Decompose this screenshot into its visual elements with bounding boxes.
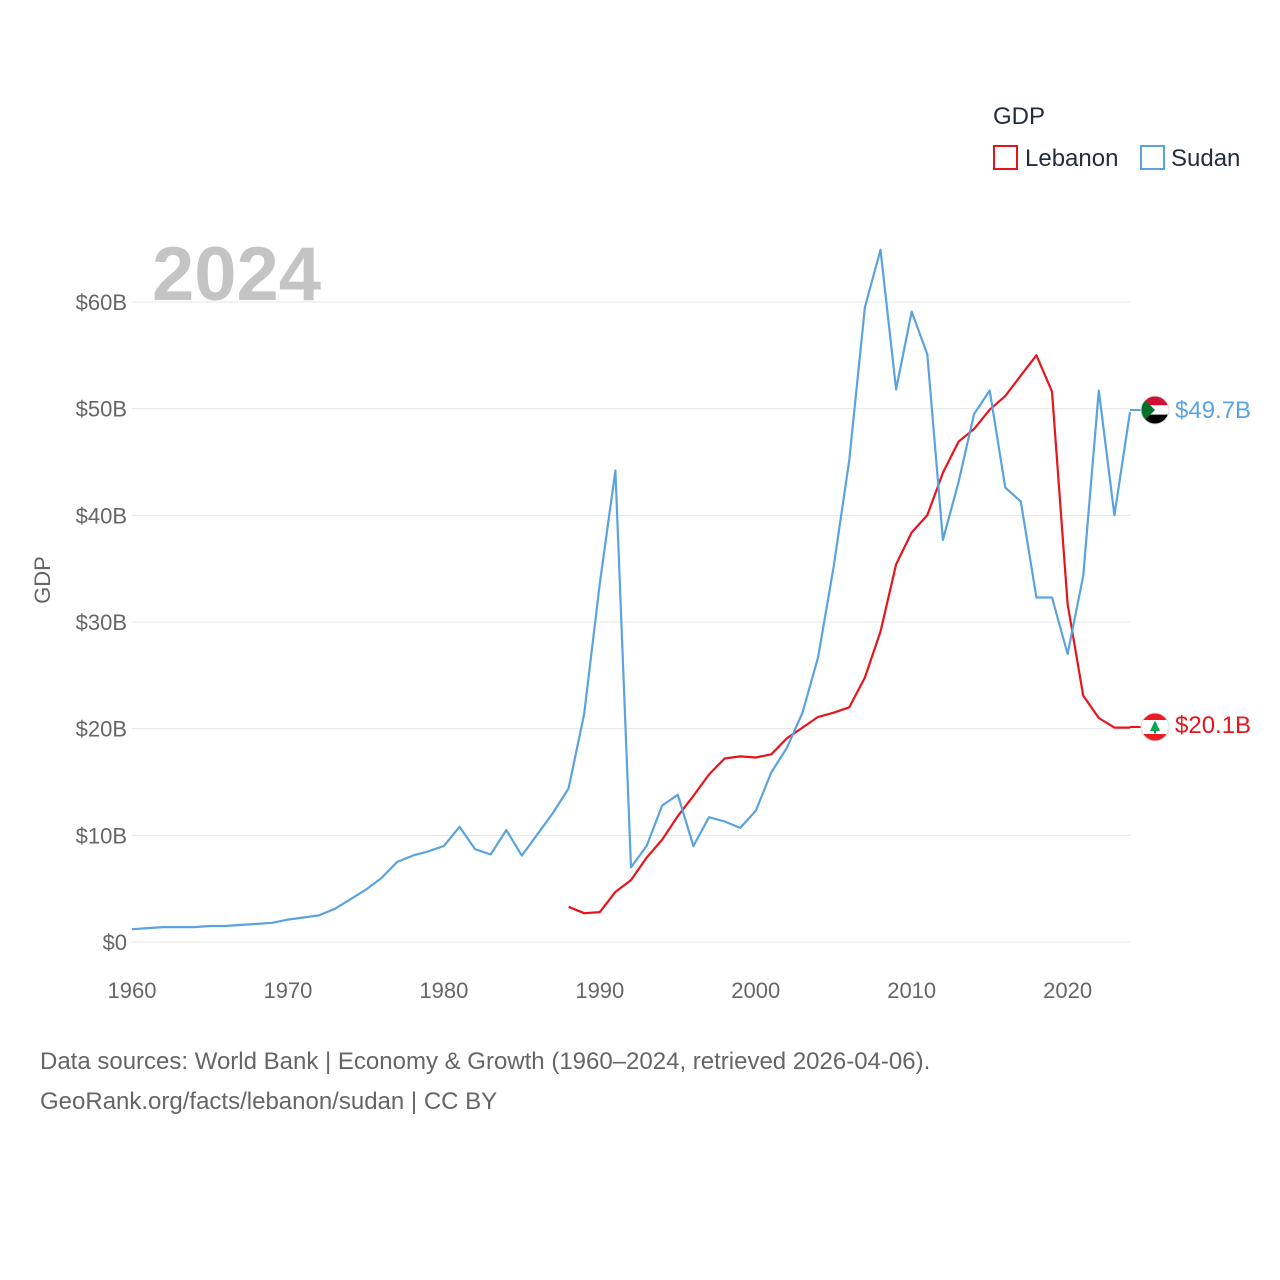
sudan-flag-icon (1141, 396, 1169, 424)
x-tick-label: 1970 (263, 978, 312, 1003)
y-tick-label: $20B (76, 717, 127, 742)
y-tick-label: $30B (76, 610, 127, 635)
legend-label-lebanon[interactable]: Lebanon (1025, 145, 1118, 172)
lebanon-end-marker: $20.1B (1130, 712, 1251, 742)
y-tick-label: $10B (76, 823, 127, 848)
footer: Data sources: World Bank | Economy & Gro… (40, 1042, 930, 1122)
footer-sources: Data sources: World Bank | Economy & Gro… (40, 1048, 931, 1075)
x-tick-label: 2010 (887, 978, 936, 1003)
x-tick-label: 1980 (419, 978, 468, 1003)
gridlines (132, 301, 1130, 943)
y-axis-label: GDP (30, 556, 55, 604)
y-tick-label: $60B (76, 290, 127, 315)
legend-swatch-sudan[interactable] (1140, 145, 1165, 170)
x-tick-label: 1960 (108, 978, 157, 1003)
y-tick-label: $0 (103, 930, 127, 955)
footer-attribution: GeoRank.org/facts/lebanon/sudan | CC BY (40, 1088, 498, 1115)
series-line-sudan[interactable] (131, 248, 1132, 931)
x-tick-label: 2020 (1043, 978, 1092, 1003)
legend-swatch-lebanon[interactable] (993, 145, 1018, 170)
lebanon-end-value: $20.1B (1175, 712, 1251, 739)
series-line-lebanon[interactable] (568, 354, 1130, 915)
y-tick-label: $40B (76, 503, 127, 528)
year-label: 2024 (152, 232, 321, 317)
y-tick-label: $50B (76, 397, 127, 422)
x-tick-label: 2000 (731, 978, 780, 1003)
sudan-end-marker: $49.7B (1130, 395, 1251, 425)
y-axis-ticks: $0 $10B $20B $30B $40B $50B $60B (76, 290, 127, 955)
x-tick-label: 1990 (575, 978, 624, 1003)
series-lines (131, 248, 1132, 931)
lebanon-flag-icon (1141, 713, 1169, 741)
legend-label-sudan[interactable]: Sudan (1171, 145, 1240, 172)
x-axis-ticks: 1960 1970 1980 1990 2000 2010 2020 (108, 978, 1093, 1003)
legend: GDP Lebanon Sudan (993, 103, 1240, 172)
legend-title: GDP (993, 103, 1045, 130)
sudan-end-value: $49.7B (1175, 397, 1251, 424)
